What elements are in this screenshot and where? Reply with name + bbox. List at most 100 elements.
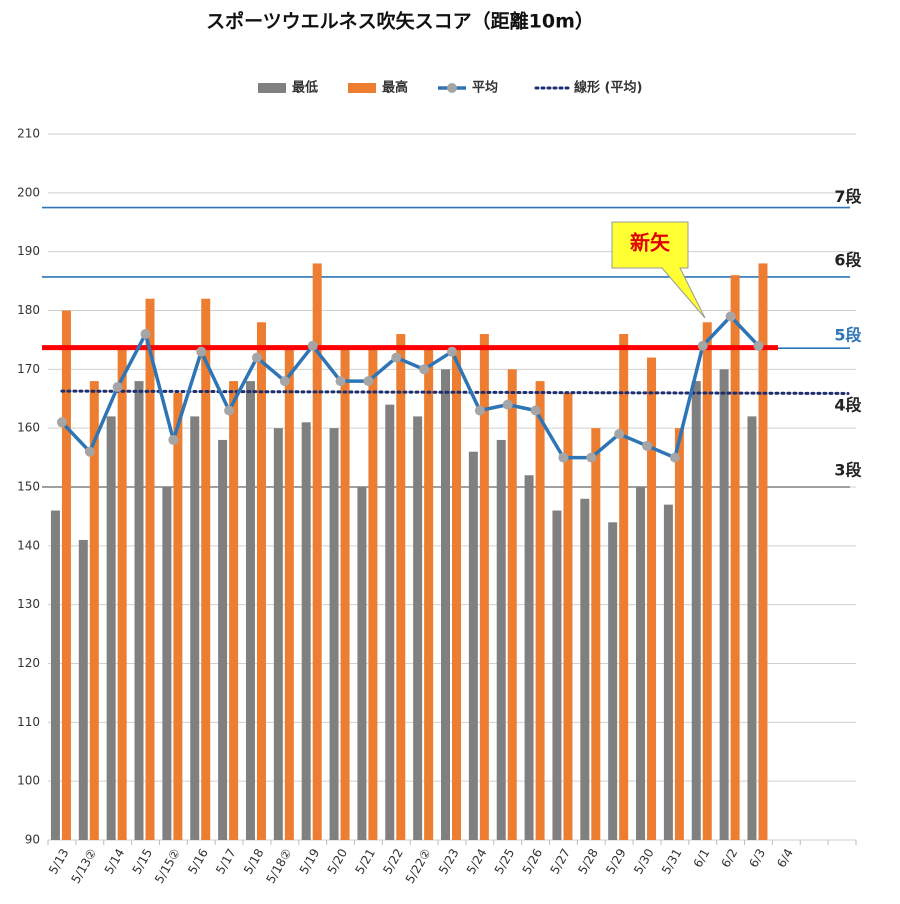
line-marker bbox=[558, 452, 569, 463]
y-tick-label: 190 bbox=[17, 244, 40, 258]
line-marker bbox=[168, 434, 179, 445]
bar bbox=[413, 416, 423, 840]
x-tick-label: 5/31 bbox=[659, 846, 685, 876]
line-marker bbox=[614, 429, 625, 440]
x-tick-label: 5/16 bbox=[185, 846, 211, 876]
bar bbox=[312, 263, 322, 840]
reference-label: 4段 bbox=[834, 395, 862, 414]
x-tick-label: 5/17 bbox=[213, 846, 239, 876]
y-tick-label: 120 bbox=[17, 656, 40, 670]
bar bbox=[385, 404, 395, 840]
x-tick-label: 5/28 bbox=[575, 846, 601, 876]
bar bbox=[245, 381, 255, 840]
x-tick-label: 5/29 bbox=[603, 846, 629, 876]
bar bbox=[535, 381, 545, 840]
bar bbox=[452, 345, 461, 840]
line-marker bbox=[586, 452, 597, 463]
y-tick-label: 140 bbox=[17, 538, 40, 552]
x-tick-label: 5/26 bbox=[520, 846, 546, 876]
legend-label: 線形 (平均) bbox=[574, 80, 642, 96]
legend-label: 最高 bbox=[382, 80, 408, 96]
x-tick-label: 5/22② bbox=[403, 846, 434, 886]
x-tick-label: 5/20 bbox=[325, 846, 351, 876]
callout: 新矢 bbox=[611, 221, 706, 319]
x-tick-label: 5/22 bbox=[380, 846, 406, 876]
bar bbox=[619, 334, 629, 840]
x-tick-label: 5/21 bbox=[352, 846, 378, 876]
legend-swatch bbox=[258, 83, 286, 93]
line-marker bbox=[279, 376, 290, 387]
y-tick-label: 150 bbox=[17, 480, 40, 494]
bar bbox=[608, 522, 618, 840]
bar bbox=[301, 422, 311, 840]
x-tick-label: 6/3 bbox=[746, 846, 768, 870]
reference-label: 6段 bbox=[834, 250, 862, 269]
x-tick-label: 5/23 bbox=[436, 846, 462, 876]
x-tick-label: 5/13② bbox=[68, 846, 99, 886]
reference-label: 3段 bbox=[834, 461, 862, 480]
bar bbox=[674, 428, 684, 840]
bar bbox=[106, 416, 116, 840]
y-tick-label: 130 bbox=[17, 597, 40, 611]
bar bbox=[173, 392, 183, 840]
bar bbox=[758, 263, 768, 840]
line-marker bbox=[697, 340, 708, 351]
line-marker bbox=[474, 405, 485, 416]
chart-title: スポーツウエルネス吹矢スコア（距離10m） bbox=[206, 10, 594, 33]
bar bbox=[702, 322, 712, 840]
bar bbox=[691, 381, 701, 840]
bar bbox=[256, 322, 266, 840]
y-tick-label: 180 bbox=[17, 303, 40, 317]
line bbox=[60, 314, 760, 460]
bar bbox=[441, 369, 450, 840]
reference-label: 7段 bbox=[834, 187, 862, 206]
bar bbox=[396, 334, 406, 840]
line-marker bbox=[391, 352, 402, 363]
callout-text: 新矢 bbox=[630, 231, 671, 255]
bar bbox=[162, 487, 172, 840]
bar bbox=[61, 310, 71, 840]
bar bbox=[479, 334, 489, 840]
line-marker bbox=[363, 376, 374, 387]
trend-line bbox=[60, 389, 850, 395]
bar bbox=[229, 381, 239, 840]
y-tick-label: 200 bbox=[17, 185, 40, 199]
bar bbox=[663, 504, 673, 840]
bar bbox=[218, 439, 228, 840]
x-tick-label: 5/14 bbox=[102, 846, 128, 876]
bar bbox=[524, 475, 534, 840]
line-marker bbox=[419, 364, 430, 375]
y-tick-label: 100 bbox=[17, 774, 40, 788]
line-marker bbox=[502, 399, 513, 410]
x-tick-label: 5/18 bbox=[241, 846, 267, 876]
bar bbox=[50, 510, 60, 840]
bar bbox=[273, 428, 283, 840]
bar bbox=[468, 451, 478, 840]
bar bbox=[329, 428, 339, 840]
bar bbox=[357, 487, 367, 840]
line-marker bbox=[530, 405, 541, 416]
legend-label: 最低 bbox=[292, 80, 318, 96]
line-marker bbox=[140, 329, 151, 340]
y-tick-label: 110 bbox=[17, 715, 40, 729]
line-marker bbox=[307, 340, 318, 351]
bar bbox=[496, 439, 506, 840]
x-tick-label: 5/19 bbox=[297, 846, 323, 876]
x-tick-label: 5/15 bbox=[130, 846, 156, 876]
line-marker bbox=[112, 381, 123, 392]
x-tick-label: 5/13 bbox=[46, 846, 72, 876]
y-tick-label: 170 bbox=[17, 362, 40, 376]
line-marker bbox=[251, 352, 262, 363]
line-marker bbox=[224, 405, 235, 416]
bar bbox=[719, 369, 729, 840]
legend-swatch bbox=[447, 83, 457, 93]
legend-swatch bbox=[348, 83, 376, 93]
x-tick-label: 5/15② bbox=[152, 846, 183, 886]
bar bbox=[117, 345, 127, 840]
bar bbox=[747, 416, 757, 840]
bar bbox=[730, 275, 740, 840]
x-tick-label: 5/27 bbox=[547, 846, 573, 876]
bar bbox=[580, 498, 590, 840]
line-marker bbox=[196, 346, 207, 357]
